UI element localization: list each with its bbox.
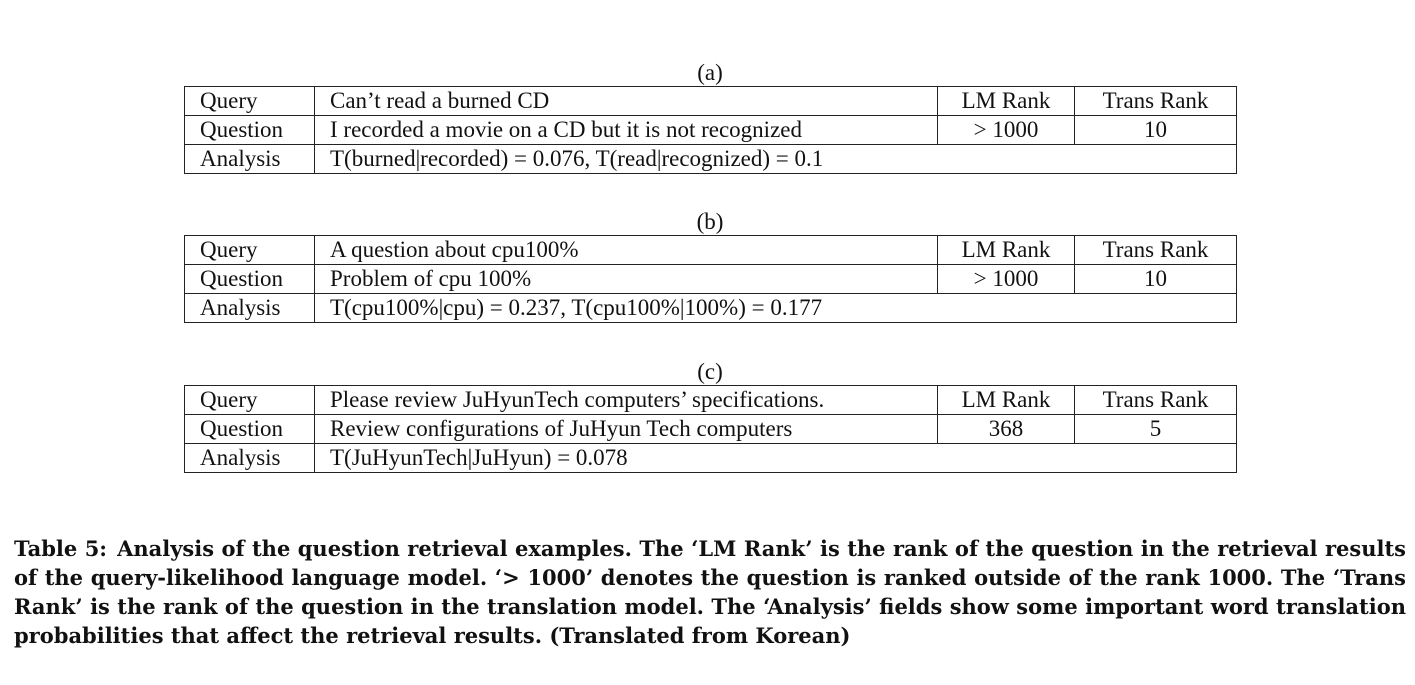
caption-text: Analysis of the question retrieval examp… [14,536,1406,648]
trans-rank-value: 10 [1074,115,1237,145]
question-text: I recorded a movie on a CD but it is not… [314,115,938,145]
retrieval-table-c: Query Please review JuHyunTech computers… [184,385,1237,473]
trans-rank-header: Trans Rank [1074,86,1237,116]
trans-rank-header: Trans Rank [1074,385,1237,415]
analysis-text: T(burned|recorded) = 0.076, T(read|recog… [314,144,1237,174]
query-text: A question about cpu100% [314,235,938,265]
panel-label-c: (c) [697,359,723,384]
lm-rank-header: LM Rank [937,385,1075,415]
table-row: Question Review configurations of JuHyun… [184,414,1237,444]
question-text: Review configurations of JuHyun Tech com… [314,414,938,444]
trans-rank-value: 5 [1074,414,1237,444]
table-row: Question Problem of cpu 100% > 1000 10 [184,264,1237,294]
query-label: Query [184,385,315,415]
analysis-text: T(cpu100%|cpu) = 0.237, T(cpu100%|100%) … [314,293,1237,323]
table-panel-b: (b) Query A question about cpu100% LM Ra… [184,209,1237,323]
trans-rank-header: Trans Rank [1074,235,1237,265]
analysis-text: T(JuHyunTech|JuHyun) = 0.078 [314,443,1237,473]
analysis-label: Analysis [184,144,315,174]
table-caption: Table 5: Analysis of the question retriev… [14,534,1406,650]
question-label: Question [184,115,315,145]
query-text: Please review JuHyunTech computers’ spec… [314,385,938,415]
table-row: Question I recorded a movie on a CD but … [184,115,1237,145]
question-label: Question [184,264,315,294]
analysis-label: Analysis [184,443,315,473]
query-text: Can’t read a burned CD [314,86,938,116]
panel-label-a: (a) [697,60,723,85]
lm-rank-header: LM Rank [937,235,1075,265]
lm-rank-header: LM Rank [937,86,1075,116]
table-panel-a: (a) Query Can’t read a burned CD LM Rank… [184,60,1237,174]
lm-rank-value: > 1000 [937,264,1075,294]
table-row: Query Please review JuHyunTech computers… [184,385,1237,415]
panel-label-b: (b) [696,209,724,234]
trans-rank-value: 10 [1074,264,1237,294]
retrieval-table-a: Query Can’t read a burned CD LM Rank Tra… [184,86,1237,174]
query-label: Query [184,86,315,116]
query-label: Query [184,235,315,265]
retrieval-table-b: Query A question about cpu100% LM Rank T… [184,235,1237,323]
table-row: Query Can’t read a burned CD LM Rank Tra… [184,86,1237,116]
table-row: Query A question about cpu100% LM Rank T… [184,235,1237,265]
question-label: Question [184,414,315,444]
table-panel-c: (c) Query Please review JuHyunTech compu… [184,359,1237,473]
lm-rank-value: 368 [937,414,1075,444]
lm-rank-value: > 1000 [937,115,1075,145]
table-row: Analysis T(cpu100%|cpu) = 0.237, T(cpu10… [184,293,1237,323]
table-row: Analysis T(burned|recorded) = 0.076, T(r… [184,144,1237,174]
question-text: Problem of cpu 100% [314,264,938,294]
analysis-label: Analysis [184,293,315,323]
caption-label: Table 5: [14,536,108,561]
table-row: Analysis T(JuHyunTech|JuHyun) = 0.078 [184,443,1237,473]
